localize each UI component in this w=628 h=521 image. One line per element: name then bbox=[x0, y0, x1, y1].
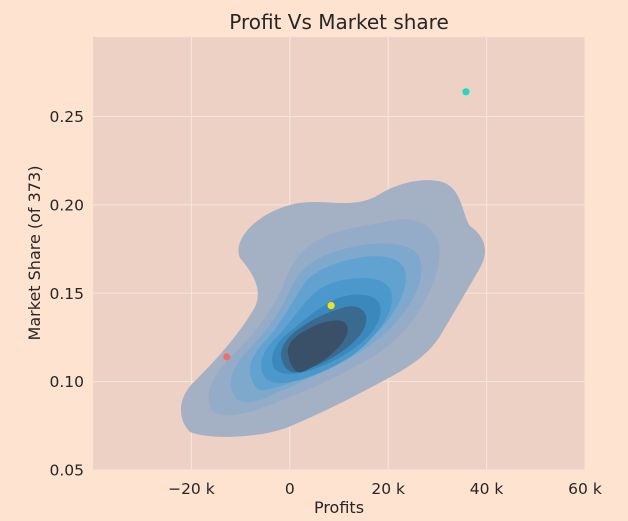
y-axis-ticks: 0.05 0.10 0.15 0.20 0.25 bbox=[49, 108, 84, 479]
x-axis-ticks: −20 k 0 20 k 40 k 60 k bbox=[168, 480, 602, 498]
y-axis-label: Market Share (of 373) bbox=[25, 166, 44, 341]
y-tick-label: 0.05 bbox=[49, 462, 84, 480]
density-contour-level-8 bbox=[287, 320, 348, 373]
x-tick-label: −20 k bbox=[168, 480, 215, 498]
x-tick-label: 0 bbox=[285, 480, 295, 498]
scatter-point bbox=[327, 302, 335, 310]
y-tick-label: 0.25 bbox=[49, 108, 84, 126]
y-tick-label: 0.15 bbox=[49, 285, 84, 303]
chart-title: Profit Vs Market share bbox=[229, 10, 449, 34]
x-tick-label: 60 k bbox=[568, 480, 602, 498]
x-axis-label: Profits bbox=[314, 498, 364, 517]
y-tick-label: 0.10 bbox=[49, 373, 84, 391]
scatter-point bbox=[462, 88, 470, 96]
x-tick-label: 20 k bbox=[371, 480, 405, 498]
scatter-point bbox=[223, 353, 231, 361]
scatter-points bbox=[223, 88, 470, 361]
y-tick-label: 0.20 bbox=[49, 196, 84, 214]
x-tick-label: 40 k bbox=[470, 480, 504, 498]
